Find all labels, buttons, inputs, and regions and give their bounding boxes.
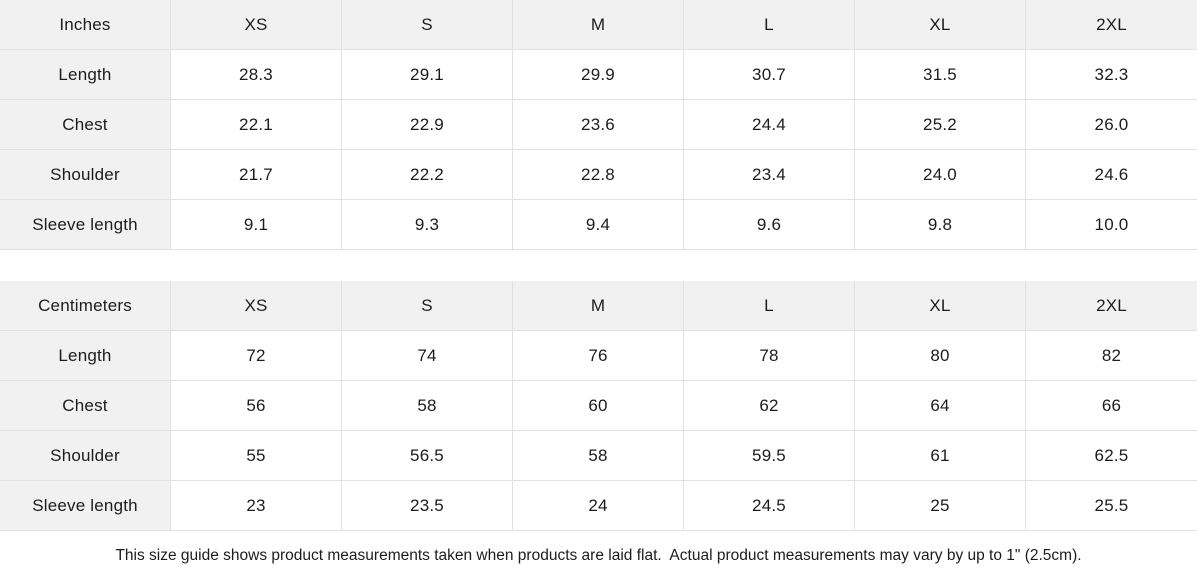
value-cell: 25 <box>855 481 1026 531</box>
value-cell: 29.9 <box>513 50 684 100</box>
value-cell: 58 <box>342 381 513 431</box>
value-cell: 55 <box>171 431 342 481</box>
value-cell: 24 <box>513 481 684 531</box>
value-cell: 25.5 <box>1026 481 1197 531</box>
value-cell: 78 <box>684 331 855 381</box>
value-cell: 22.1 <box>171 100 342 150</box>
value-cell: 24.5 <box>684 481 855 531</box>
value-cell: 72 <box>171 331 342 381</box>
value-cell: 10.0 <box>1026 200 1197 250</box>
header-cell-size: XS <box>171 0 342 50</box>
row-label: Sleeve length <box>0 200 171 250</box>
header-cell-size: S <box>342 281 513 331</box>
value-cell: 23.5 <box>342 481 513 531</box>
row-label: Shoulder <box>0 431 171 481</box>
value-cell: 82 <box>1026 331 1197 381</box>
row-label: Shoulder <box>0 150 171 200</box>
value-cell: 21.7 <box>171 150 342 200</box>
value-cell: 76 <box>513 331 684 381</box>
header-cell-size: XL <box>855 281 1026 331</box>
value-cell: 22.8 <box>513 150 684 200</box>
value-cell: 64 <box>855 381 1026 431</box>
value-cell: 23.4 <box>684 150 855 200</box>
value-cell: 74 <box>342 331 513 381</box>
value-cell: 29.1 <box>342 50 513 100</box>
header-cell-size: M <box>513 281 684 331</box>
row-label: Length <box>0 331 171 381</box>
value-cell: 22.2 <box>342 150 513 200</box>
header-cell-unit: Centimeters <box>0 281 171 331</box>
header-cell-unit: Inches <box>0 0 171 50</box>
row-label: Chest <box>0 100 171 150</box>
header-cell-size: L <box>684 281 855 331</box>
header-cell-size: M <box>513 0 684 50</box>
value-cell: 22.9 <box>342 100 513 150</box>
size-guide-disclaimer: This size guide shows product measuremen… <box>0 531 1197 580</box>
value-cell: 32.3 <box>1026 50 1197 100</box>
header-cell-size: S <box>342 0 513 50</box>
header-cell-size: L <box>684 0 855 50</box>
value-cell: 9.8 <box>855 200 1026 250</box>
row-label: Chest <box>0 381 171 431</box>
value-cell: 24.6 <box>1026 150 1197 200</box>
header-cell-size: 2XL <box>1026 0 1197 50</box>
row-label: Sleeve length <box>0 481 171 531</box>
value-cell: 23 <box>171 481 342 531</box>
value-cell: 56 <box>171 381 342 431</box>
row-label: Length <box>0 50 171 100</box>
value-cell: 9.4 <box>513 200 684 250</box>
value-cell: 61 <box>855 431 1026 481</box>
value-cell: 60 <box>513 381 684 431</box>
value-cell: 31.5 <box>855 50 1026 100</box>
header-cell-size: XS <box>171 281 342 331</box>
value-cell: 26.0 <box>1026 100 1197 150</box>
value-cell: 80 <box>855 331 1026 381</box>
value-cell: 66 <box>1026 381 1197 431</box>
value-cell: 56.5 <box>342 431 513 481</box>
value-cell: 25.2 <box>855 100 1026 150</box>
header-cell-size: XL <box>855 0 1026 50</box>
value-cell: 9.3 <box>342 200 513 250</box>
value-cell: 62 <box>684 381 855 431</box>
size-table-centimeters: Centimeters XS S M L XL 2XL Length 72 74 76 78 80 82 C… <box>0 281 1197 531</box>
table-spacer <box>0 250 1197 281</box>
value-cell: 24.4 <box>684 100 855 150</box>
value-cell: 28.3 <box>171 50 342 100</box>
value-cell: 30.7 <box>684 50 855 100</box>
value-cell: 9.6 <box>684 200 855 250</box>
value-cell: 23.6 <box>513 100 684 150</box>
value-cell: 9.1 <box>171 200 342 250</box>
value-cell: 59.5 <box>684 431 855 481</box>
value-cell: 62.5 <box>1026 431 1197 481</box>
value-cell: 58 <box>513 431 684 481</box>
value-cell: 24.0 <box>855 150 1026 200</box>
header-cell-size: 2XL <box>1026 281 1197 331</box>
size-table-inches: Inches XS S M L XL 2XL Length 28.3 29.1 29.9 30.7 31… <box>0 0 1197 250</box>
